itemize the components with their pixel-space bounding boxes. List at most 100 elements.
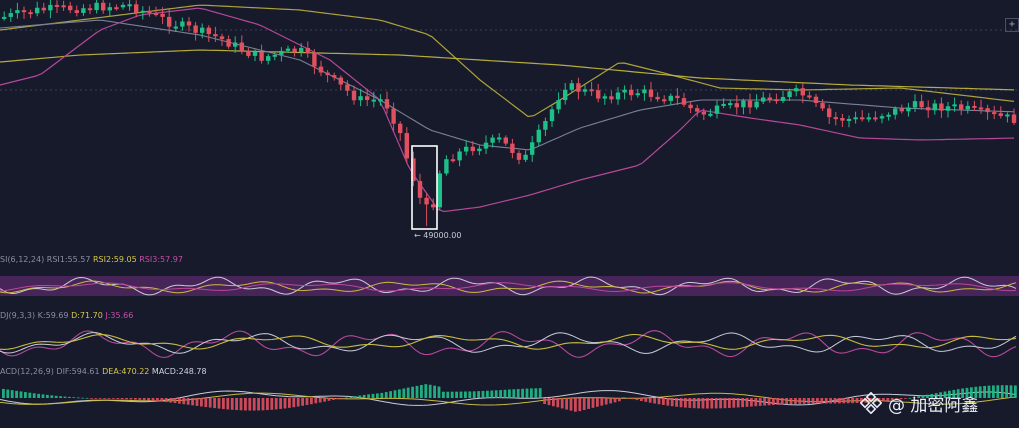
candle bbox=[807, 91, 812, 100]
macd-bar bbox=[640, 398, 643, 401]
macd-bar bbox=[631, 398, 634, 400]
candle bbox=[813, 93, 819, 107]
candle bbox=[431, 198, 436, 211]
rsi2-value: RSI2:59.05 bbox=[93, 255, 137, 264]
candle bbox=[246, 47, 251, 59]
macd-bar bbox=[719, 398, 722, 409]
candle-body bbox=[998, 113, 1003, 116]
macd-bar bbox=[886, 398, 890, 401]
candle bbox=[747, 93, 753, 114]
candle bbox=[74, 5, 79, 17]
candle bbox=[939, 97, 944, 118]
candle bbox=[404, 127, 409, 163]
macd-legend: ACD(12,26,9) DIF:594.61 DEA:470.22 MACD:… bbox=[0, 367, 207, 376]
macd-bar bbox=[789, 398, 793, 405]
candle-body bbox=[74, 10, 79, 13]
candle-body bbox=[94, 2, 99, 11]
macd-bar bbox=[618, 398, 621, 402]
candle bbox=[15, 2, 20, 19]
macd-bar bbox=[178, 398, 181, 404]
macd-bar bbox=[904, 398, 907, 399]
macd-bar bbox=[543, 398, 546, 405]
candle bbox=[147, 6, 152, 17]
candle-body bbox=[800, 88, 805, 96]
candle bbox=[873, 111, 878, 122]
macd-bar bbox=[349, 396, 353, 398]
macd-bar bbox=[384, 392, 388, 398]
candle bbox=[965, 101, 970, 114]
macd-bar bbox=[323, 398, 326, 402]
d-line bbox=[0, 333, 1017, 350]
macd-bar bbox=[675, 398, 678, 407]
candle-body bbox=[642, 89, 647, 94]
candle-body bbox=[596, 90, 601, 99]
macd-bar bbox=[142, 398, 146, 401]
macd-bar bbox=[98, 398, 102, 399]
macd-bar bbox=[433, 385, 436, 398]
candle-body bbox=[899, 108, 904, 112]
candle bbox=[272, 52, 277, 61]
candle-body bbox=[853, 117, 858, 120]
candle-body bbox=[695, 108, 700, 112]
candle bbox=[879, 113, 885, 124]
macd-bar bbox=[600, 398, 604, 406]
macd-bar bbox=[714, 398, 718, 409]
macd-bar bbox=[459, 391, 463, 398]
candle-body bbox=[866, 117, 871, 120]
macd-bar bbox=[626, 398, 630, 399]
candle bbox=[761, 91, 766, 105]
candle-body bbox=[167, 16, 172, 27]
macd-bar bbox=[758, 398, 762, 406]
zoom-in-button[interactable]: + bbox=[1005, 18, 1019, 32]
macd-bar bbox=[85, 397, 89, 399]
macd-bar bbox=[780, 398, 784, 405]
macd-bar bbox=[974, 386, 978, 398]
macd-bar bbox=[556, 398, 560, 408]
candle-body bbox=[926, 107, 931, 111]
candle bbox=[596, 83, 601, 103]
macd-bar bbox=[393, 390, 397, 398]
macd-bar bbox=[1009, 385, 1013, 398]
candle-body bbox=[193, 25, 198, 33]
candle-body bbox=[312, 53, 317, 67]
candle bbox=[985, 104, 990, 120]
candle-body bbox=[470, 146, 475, 152]
candle-body bbox=[384, 99, 390, 109]
candle bbox=[206, 25, 211, 43]
j-line bbox=[0, 330, 1017, 359]
candle bbox=[648, 81, 654, 102]
candle bbox=[134, 0, 139, 18]
macd-bar bbox=[552, 398, 555, 407]
candle bbox=[833, 112, 838, 126]
candle-body bbox=[41, 7, 46, 11]
candle bbox=[180, 17, 185, 31]
candle bbox=[279, 47, 284, 62]
macd-bar bbox=[776, 398, 780, 405]
candle-body bbox=[15, 10, 20, 14]
candle-body bbox=[411, 158, 416, 182]
candle-body bbox=[8, 13, 13, 17]
candle-body bbox=[160, 13, 165, 17]
candle-body bbox=[186, 21, 192, 26]
candle-body bbox=[906, 107, 911, 112]
macd-bar bbox=[169, 398, 172, 403]
candle-body bbox=[860, 117, 865, 120]
macd-bar bbox=[811, 398, 815, 404]
candle bbox=[384, 91, 390, 114]
macd-bar bbox=[516, 389, 520, 398]
macd-bar bbox=[565, 398, 568, 410]
macd-bar bbox=[248, 398, 252, 411]
candle-body bbox=[761, 97, 766, 102]
candle bbox=[153, 6, 159, 17]
candle-body bbox=[932, 103, 937, 111]
macd-bar bbox=[402, 388, 406, 398]
macd-bar bbox=[442, 391, 445, 398]
macd-bar bbox=[19, 391, 23, 398]
macd-bar bbox=[802, 398, 806, 404]
macd-bar bbox=[908, 397, 912, 399]
watermark-text: @ 加密阿鑫 bbox=[888, 395, 979, 416]
candle bbox=[787, 88, 792, 102]
macd-bar bbox=[816, 398, 819, 404]
macd-bar bbox=[164, 398, 168, 403]
